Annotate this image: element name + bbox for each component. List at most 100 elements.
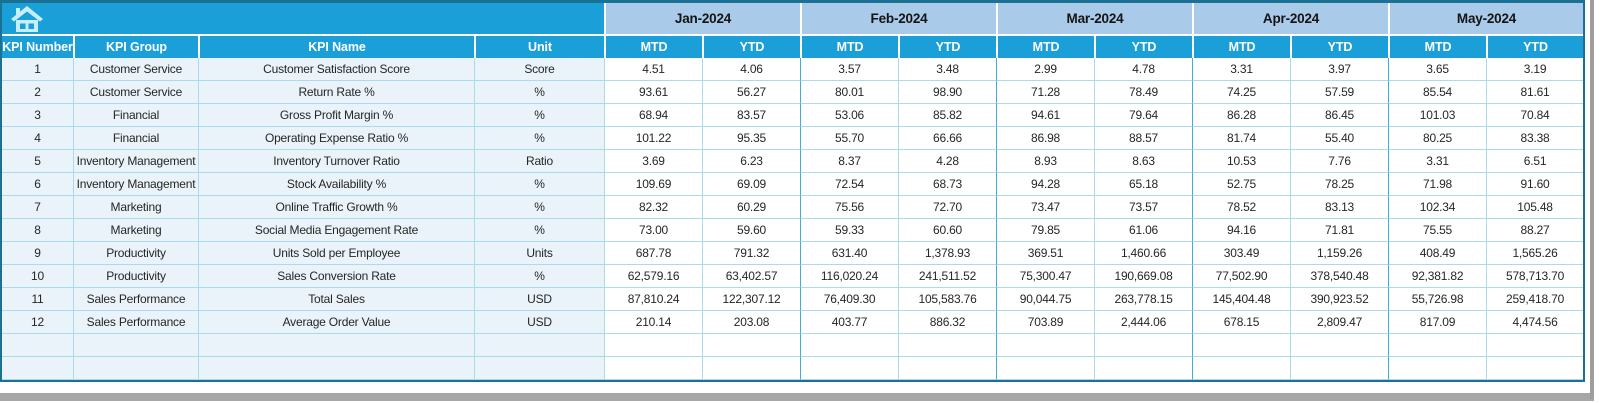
cell-value[interactable]: 76,409.30	[800, 288, 899, 311]
subcol-mtd-mar-2024[interactable]: MTD	[996, 36, 1095, 58]
empty-cell[interactable]	[1290, 334, 1389, 357]
empty-cell[interactable]	[898, 357, 997, 380]
cell-kpi-name[interactable]: Return Rate %	[198, 81, 474, 104]
cell-value[interactable]: 80.25	[1388, 127, 1487, 150]
cell-value[interactable]: 91.60	[1486, 173, 1584, 196]
cell-value[interactable]: 60.29	[702, 196, 801, 219]
cell-value[interactable]: 101.03	[1388, 104, 1487, 127]
cell-value[interactable]: 86.28	[1192, 104, 1291, 127]
cell-value[interactable]: 4.06	[702, 58, 801, 81]
empty-cell[interactable]	[1192, 357, 1291, 380]
cell-value[interactable]: 66.66	[898, 127, 997, 150]
cell-value[interactable]: 1,565.26	[1486, 242, 1584, 265]
empty-cell[interactable]	[2, 357, 73, 380]
cell-value[interactable]: 678.15	[1192, 311, 1291, 334]
cell-kpi-name[interactable]: Social Media Engagement Rate	[198, 219, 474, 242]
cell-value[interactable]: 78.49	[1094, 81, 1193, 104]
cell-value[interactable]: 78.52	[1192, 196, 1291, 219]
cell-kpi-group[interactable]: Financial	[73, 104, 198, 127]
cell-value[interactable]: 90,044.75	[996, 288, 1095, 311]
col-header-kpi-name[interactable]: KPI Name	[198, 36, 474, 58]
cell-value[interactable]: 88.27	[1486, 219, 1584, 242]
cell-value[interactable]: 71.28	[996, 81, 1095, 104]
cell-value[interactable]: 69.09	[702, 173, 801, 196]
empty-cell[interactable]	[198, 357, 474, 380]
cell-value[interactable]: 72.54	[800, 173, 899, 196]
cell-value[interactable]: 60.60	[898, 219, 997, 242]
empty-cell[interactable]	[1290, 357, 1389, 380]
subcol-mtd-feb-2024[interactable]: MTD	[800, 36, 899, 58]
cell-kpi-name[interactable]: Operating Expense Ratio %	[198, 127, 474, 150]
empty-cell[interactable]	[1094, 357, 1193, 380]
cell-value[interactable]: 190,669.08	[1094, 265, 1193, 288]
empty-cell[interactable]	[800, 334, 899, 357]
cell-value[interactable]: 78.25	[1290, 173, 1389, 196]
empty-cell[interactable]	[1486, 357, 1584, 380]
cell-unit[interactable]: %	[474, 104, 604, 127]
cell-kpi-number[interactable]: 9	[2, 242, 73, 265]
cell-value[interactable]: 73.00	[604, 219, 702, 242]
cell-value[interactable]: 263,778.15	[1094, 288, 1193, 311]
empty-cell[interactable]	[604, 357, 702, 380]
cell-value[interactable]: 4.78	[1094, 58, 1193, 81]
cell-kpi-number[interactable]: 6	[2, 173, 73, 196]
cell-value[interactable]: 70.84	[1486, 104, 1584, 127]
cell-unit[interactable]: USD	[474, 311, 604, 334]
cell-value[interactable]: 88.57	[1094, 127, 1193, 150]
cell-value[interactable]: 101.22	[604, 127, 702, 150]
cell-value[interactable]: 75,300.47	[996, 265, 1095, 288]
cell-value[interactable]: 145,404.48	[1192, 288, 1291, 311]
col-header-kpi-number[interactable]: KPI Number	[2, 36, 73, 58]
cell-value[interactable]: 2.99	[996, 58, 1095, 81]
cell-unit[interactable]: %	[474, 81, 604, 104]
cell-value[interactable]: 3.97	[1290, 58, 1389, 81]
cell-kpi-name[interactable]: Online Traffic Growth %	[198, 196, 474, 219]
month-header-feb-2024[interactable]: Feb-2024	[800, 3, 997, 36]
cell-kpi-name[interactable]: Sales Conversion Rate	[198, 265, 474, 288]
cell-value[interactable]: 77,502.90	[1192, 265, 1291, 288]
cell-unit[interactable]: %	[474, 196, 604, 219]
month-header-jan-2024[interactable]: Jan-2024	[604, 3, 801, 36]
cell-value[interactable]: 3.65	[1388, 58, 1487, 81]
cell-kpi-group[interactable]: Marketing	[73, 196, 198, 219]
cell-value[interactable]: 83.38	[1486, 127, 1584, 150]
cell-kpi-number[interactable]: 4	[2, 127, 73, 150]
cell-value[interactable]: 259,418.70	[1486, 288, 1584, 311]
empty-cell[interactable]	[1388, 357, 1487, 380]
cell-value[interactable]: 1,378.93	[898, 242, 997, 265]
empty-cell[interactable]	[474, 334, 604, 357]
cell-value[interactable]: 7.76	[1290, 150, 1389, 173]
cell-value[interactable]: 55.70	[800, 127, 899, 150]
cell-kpi-number[interactable]: 12	[2, 311, 73, 334]
cell-unit[interactable]: %	[474, 127, 604, 150]
cell-value[interactable]: 203.08	[702, 311, 801, 334]
cell-value[interactable]: 703.89	[996, 311, 1095, 334]
cell-value[interactable]: 86.98	[996, 127, 1095, 150]
empty-cell[interactable]	[2, 334, 73, 357]
empty-cell[interactable]	[73, 357, 198, 380]
empty-cell[interactable]	[800, 357, 899, 380]
cell-kpi-name[interactable]: Gross Profit Margin %	[198, 104, 474, 127]
cell-kpi-group[interactable]: Inventory Management	[73, 173, 198, 196]
cell-value[interactable]: 3.69	[604, 150, 702, 173]
empty-cell[interactable]	[996, 334, 1095, 357]
cell-value[interactable]: 6.51	[1486, 150, 1584, 173]
cell-value[interactable]: 791.32	[702, 242, 801, 265]
cell-kpi-number[interactable]: 8	[2, 219, 73, 242]
cell-value[interactable]: 73.47	[996, 196, 1095, 219]
cell-value[interactable]: 94.28	[996, 173, 1095, 196]
cell-value[interactable]: 403.77	[800, 311, 899, 334]
cell-unit[interactable]: %	[474, 265, 604, 288]
cell-value[interactable]: 55.40	[1290, 127, 1389, 150]
cell-kpi-group[interactable]: Productivity	[73, 265, 198, 288]
cell-value[interactable]: 4.51	[604, 58, 702, 81]
cell-value[interactable]: 86.45	[1290, 104, 1389, 127]
cell-value[interactable]: 73.57	[1094, 196, 1193, 219]
cell-value[interactable]: 79.64	[1094, 104, 1193, 127]
cell-value[interactable]: 6.23	[702, 150, 801, 173]
cell-value[interactable]: 87,810.24	[604, 288, 702, 311]
cell-value[interactable]: 74.25	[1192, 81, 1291, 104]
cell-kpi-number[interactable]: 3	[2, 104, 73, 127]
cell-value[interactable]: 75.55	[1388, 219, 1487, 242]
cell-value[interactable]: 79.85	[996, 219, 1095, 242]
